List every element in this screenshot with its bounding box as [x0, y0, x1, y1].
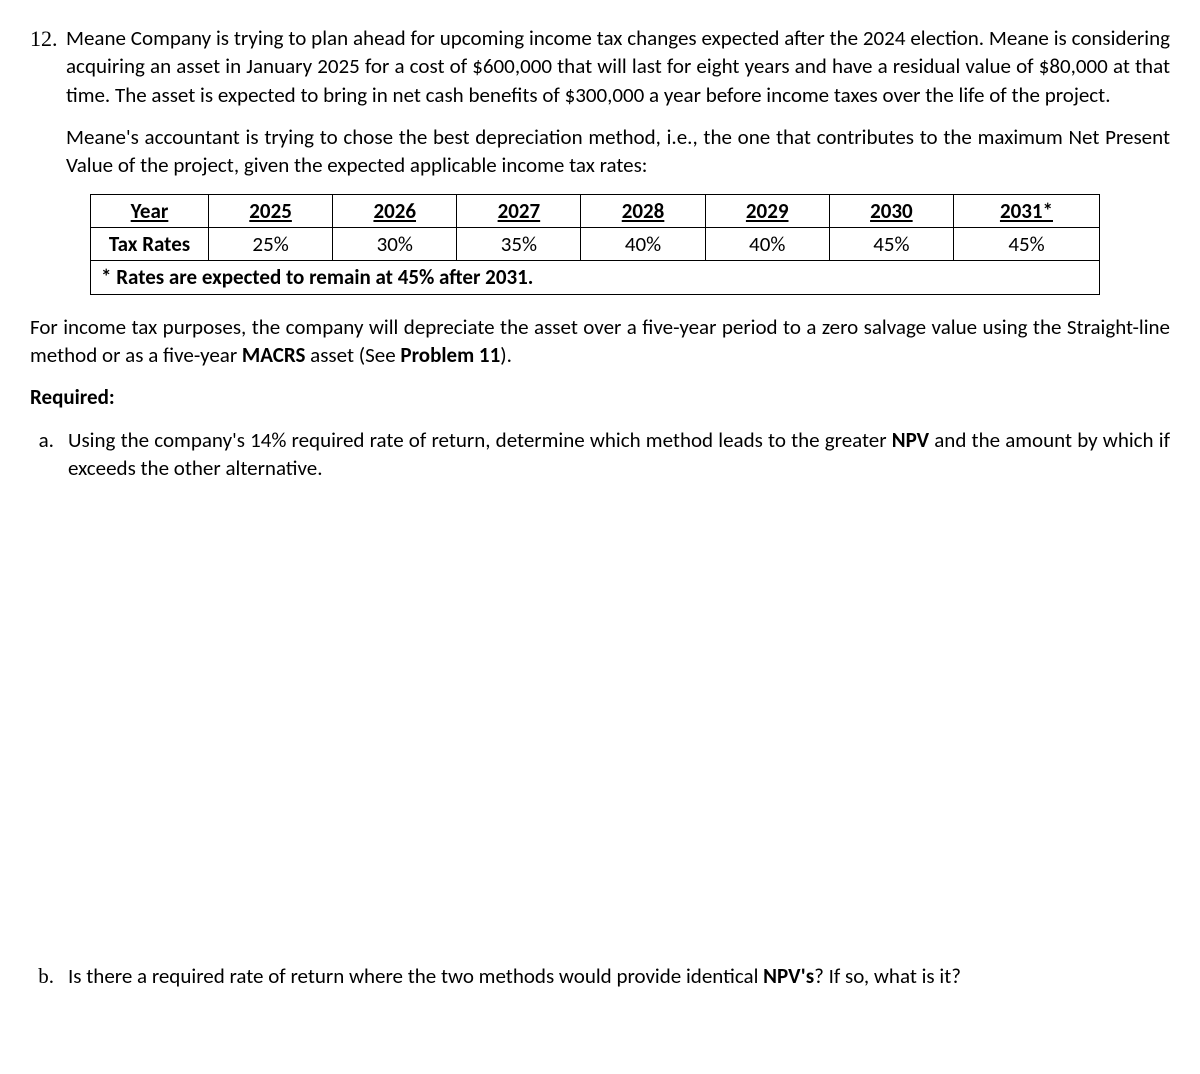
req-marker-a: a. — [30, 426, 54, 454]
year-cell: 2028 — [581, 194, 705, 227]
year-cell: 2025 — [209, 194, 333, 227]
rate-cell: 40% — [581, 228, 705, 261]
table-row-footnote: * Rates are expected to remain at 45% af… — [91, 261, 1100, 294]
rates-label: Tax Rates — [91, 228, 209, 261]
table-row-years: Year 2025 2026 2027 2028 2029 2030 2031* — [91, 194, 1100, 227]
tax-rate-table-wrap: Year 2025 2026 2027 2028 2029 2030 2031*… — [90, 194, 1100, 295]
text-part: asset (See — [305, 342, 400, 368]
tax-rate-table: Year 2025 2026 2027 2028 2029 2030 2031*… — [90, 194, 1100, 295]
npv-bold: NPV — [892, 427, 929, 453]
year-cell: 2026 — [333, 194, 457, 227]
requirements-list: a. Using the company's 14% required rate… — [30, 426, 1170, 991]
rate-cell: 35% — [457, 228, 581, 261]
rate-cell: 40% — [705, 228, 829, 261]
intro-paragraph-2: Meane's accountant is trying to chose th… — [66, 123, 1170, 180]
requirement-a: a. Using the company's 14% required rate… — [30, 426, 1170, 483]
rate-cell: 25% — [209, 228, 333, 261]
intro-paragraph-1: Meane Company is trying to plan ahead fo… — [66, 24, 1170, 109]
year-cell: 2027 — [457, 194, 581, 227]
text-part: ). — [500, 342, 512, 368]
requirement-b: b. Is there a required rate of return wh… — [30, 962, 1170, 990]
year-cell: 2030 — [829, 194, 953, 227]
problem-body: Meane Company is trying to plan ahead fo… — [66, 24, 1170, 299]
problem11-bold: Problem 11 — [400, 342, 500, 368]
depreciation-note: For income tax purposes, the company wil… — [30, 313, 1170, 370]
text-part: For income tax purposes, the company wil… — [30, 314, 1170, 368]
req-b-text: Is there a required rate of return where… — [68, 962, 1170, 990]
problem-block: 12. Meane Company is trying to plan ahea… — [30, 24, 1170, 299]
req-marker-b: b. — [30, 962, 54, 990]
year-label: Year — [91, 194, 209, 227]
macrs-bold: MACRS — [242, 342, 306, 368]
rate-cell: 45% — [953, 228, 1099, 261]
table-footnote: * Rates are expected to remain at 45% af… — [91, 261, 1100, 294]
required-heading: Required: — [30, 383, 1170, 411]
rate-cell: 30% — [333, 228, 457, 261]
text-part: ? If so, what is it? — [814, 963, 961, 989]
year-cell: 2031* — [953, 194, 1099, 227]
npvs-bold: NPV's — [763, 963, 814, 989]
rate-cell: 45% — [829, 228, 953, 261]
text-part: Using the company's 14% required rate of… — [68, 427, 892, 453]
year-cell: 2029 — [705, 194, 829, 227]
req-a-text: Using the company's 14% required rate of… — [68, 426, 1170, 483]
table-row-rates: Tax Rates 25% 30% 35% 40% 40% 45% 45% — [91, 228, 1100, 261]
text-part: Is there a required rate of return where… — [68, 963, 763, 989]
problem-number: 12. — [30, 24, 58, 54]
